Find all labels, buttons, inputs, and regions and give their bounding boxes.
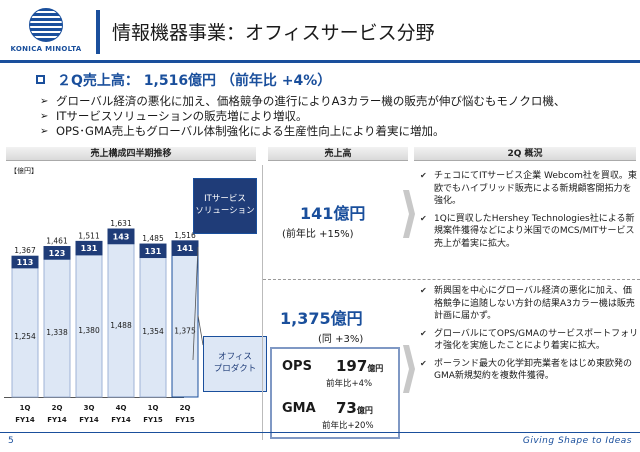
bullet-item: OPS･GMA売上もグローバル体制強化による生産性向上により着実に増加。 (40, 124, 565, 139)
bar-it-value-label: 113 (17, 258, 34, 267)
ops-value-number: 197 (336, 357, 368, 375)
overview-item: ポーランド最大の化学卸売業者をはじめ東欧発のGMA新規契約を複数件獲得。 (420, 358, 640, 383)
x-tick-label: 3Q (84, 404, 95, 412)
bar-it-service (139, 243, 167, 259)
chart-unit-label: 【億円】 (10, 167, 38, 175)
title-divider (0, 60, 640, 63)
footer-divider (0, 432, 640, 433)
section-header-overview: 2Q 概況 (414, 147, 636, 161)
ops-label: OPS (282, 359, 312, 374)
x-tick-label: FY14 (47, 416, 67, 424)
office-sales-yoy: (同 +3%) (318, 334, 364, 345)
bar-it-service (107, 228, 135, 245)
gma-yoy: 前年比+20% (322, 421, 374, 431)
category-label-it-line: ソリューション (195, 206, 255, 216)
bar-it-service (75, 240, 103, 256)
title-accent-bar (96, 10, 100, 54)
page-number: 5 (8, 436, 14, 446)
bar-it-value-label: 123 (49, 249, 66, 258)
bar-it-value-label: 131 (145, 247, 162, 256)
tagline: Giving Shape to Ideas (522, 436, 632, 446)
bar-office-product (171, 254, 199, 398)
globe-logo-icon (29, 8, 63, 42)
it-sales-yoy: (前年比 +15%) (282, 229, 354, 240)
page-title: 情報機器事業：オフィスサービス分野 (112, 22, 435, 44)
category-label-it: ITサービス ソリューション (193, 178, 257, 234)
column-divider (262, 165, 263, 440)
bar-it-value-label: 131 (81, 244, 98, 253)
it-sales-value: 141億円 (300, 204, 366, 223)
section-header-chart: 売上構成四半期推移 (6, 147, 256, 161)
bar-office-value-label: 1,380 (78, 326, 100, 335)
chevron-right-icon (403, 345, 415, 393)
connector-line-it (192, 246, 199, 361)
x-tick-label: FY14 (79, 416, 99, 424)
x-tick-label: 4Q (116, 404, 127, 412)
bar-office-value-label: 1,375 (174, 326, 196, 335)
category-label-office-line: プロダクト (213, 364, 257, 374)
bar-total-label: 1,485 (142, 234, 164, 243)
x-tick-label: FY15 (175, 416, 195, 424)
bar-office-value-label: 1,254 (14, 332, 36, 341)
bar-office-product (139, 257, 167, 398)
bar-it-value-label: 143 (113, 232, 130, 241)
overview-office-list: 新興国を中心にグローバル経済の悪化に加え、価格競争に追随しない方針の結果A3カラ… (420, 285, 640, 388)
bar-total-label: 1,367 (14, 246, 36, 255)
bar-office-value-label: 1,338 (46, 328, 68, 337)
overview-item: 1Qに買収したHershey Technologies社による新規案件獲得などに… (420, 213, 640, 251)
overview-item: 新興国を中心にグローバル経済の悪化に加え、価格競争に追随しない方針の結果A3カラ… (420, 285, 640, 323)
bullet-continuation-text: ITサービスソリューションの販売増により増収。 (56, 109, 308, 123)
bar-total-label: 1,631 (110, 219, 132, 228)
connector-line-office (197, 315, 204, 346)
section-dashed-divider (263, 279, 640, 280)
gma-value-unit: 億円 (356, 406, 373, 415)
x-tick-label: 1Q (148, 404, 159, 412)
stacked-bar-chart: 113 1,254 1,367 1Q FY14 123 1,338 1,461 2Q FY14 13… (4, 219, 204, 424)
gma-value-number: 73 (336, 399, 357, 417)
x-tick-label: FY14 (111, 416, 131, 424)
square-bullet-icon (36, 75, 45, 84)
bar-total-label: 1,516 (174, 231, 196, 240)
x-tick-label: FY14 (15, 416, 35, 424)
ops-gma-detail-box: OPS 197億円 前年比+4% GMA 73億円 前年比+20% (270, 347, 400, 439)
overview-it-list: チェコにてITサービス企業 Webcom社を買収。東欧でもハイブリッド販売による… (420, 170, 640, 255)
overview-item: チェコにてITサービス企業 Webcom社を買収。東欧でもハイブリッド販売による… (420, 170, 640, 208)
office-sales-value: 1,375億円 (280, 309, 363, 328)
category-label-office: オフィス プロダクト (203, 336, 267, 392)
gma-label: GMA (282, 401, 316, 416)
bar-office-value-label: 1,488 (110, 321, 132, 330)
section-header-sales: 売上高 (268, 147, 408, 161)
bar-office-value-label: 1,354 (142, 327, 164, 336)
bullet-continuation: ITサービスソリューションの販売増により増収。 (40, 109, 565, 124)
gma-value: 73億円 (336, 399, 373, 417)
category-label-it-line: ITサービス (204, 194, 246, 204)
bullet-item: グローバル経済の悪化に加え、価格競争の進行によりA3カラー機の販売が伸び悩むもモ… (40, 94, 565, 109)
bar-total-label: 1,461 (46, 237, 68, 246)
category-label-office-line: オフィス (218, 352, 252, 362)
bar-it-value-label: 141 (177, 244, 194, 253)
headline: ２Q売上高： 1,516億円 （前年比 +4%） (36, 70, 331, 90)
summary-bullets: グローバル経済の悪化に加え、価格競争の進行によりA3カラー機の販売が伸び悩むもモ… (40, 94, 565, 139)
chevron-right-icon (403, 190, 415, 238)
ops-value: 197億円 (336, 357, 383, 375)
company-logo: KONICA MINOLTA (6, 6, 86, 62)
bar-office-product (107, 243, 135, 398)
x-tick-label: 2Q (52, 404, 63, 412)
ops-yoy: 前年比+4% (326, 379, 373, 389)
overview-item: グローバルにてOPS/GMAのサービスポートフォリオ強化を実施したことにより着実… (420, 328, 640, 353)
headline-text: ２Q売上高： 1,516億円 （前年比 +4%） (57, 73, 332, 89)
ops-value-unit: 億円 (367, 364, 384, 373)
x-tick-label: FY15 (143, 416, 163, 424)
x-tick-label: 1Q (20, 404, 31, 412)
bar-it-service (43, 246, 71, 260)
x-tick-label: 2Q (180, 404, 191, 412)
brand-name: KONICA MINOLTA (10, 45, 82, 53)
bar-it-service (11, 255, 39, 269)
bar-total-label: 1,511 (78, 231, 100, 240)
